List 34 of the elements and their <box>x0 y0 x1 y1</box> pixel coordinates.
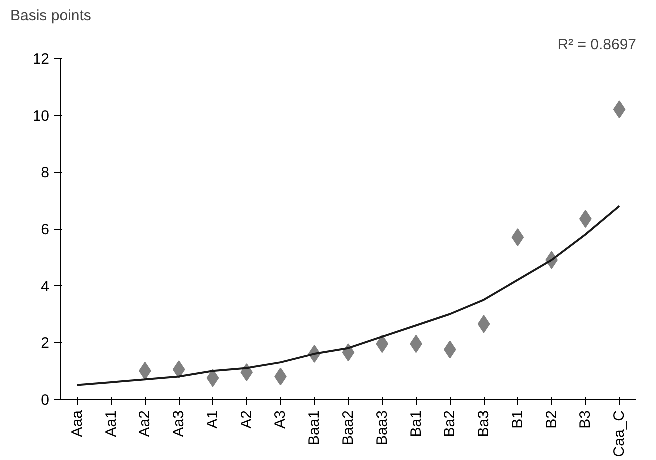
y-tick-label: 0 <box>41 392 50 409</box>
point <box>512 228 524 247</box>
y-tick-label: 10 <box>32 108 50 125</box>
x-tick-label: Ba2 <box>442 410 459 438</box>
point <box>376 335 389 354</box>
x-tick-label: Aa3 <box>170 410 188 438</box>
x-tick-label: Baa2 <box>340 410 357 446</box>
line-series <box>76 205 621 386</box>
y-tick-label: 2 <box>41 335 50 352</box>
x-tick-label: Aaa <box>68 410 86 438</box>
y-tick-label: 8 <box>41 164 50 182</box>
point <box>613 100 626 119</box>
point <box>478 315 490 334</box>
point <box>444 340 456 359</box>
y-tick-label: 6 <box>41 222 50 238</box>
x-tick-label: Baa1 <box>306 410 324 446</box>
y-tick-label: 4 <box>41 278 50 296</box>
x-tick-label: Aa1 <box>102 410 120 438</box>
x-tick-label: A1 <box>204 410 222 429</box>
x-tick-label: Ba1 <box>408 410 425 438</box>
x-tick-label: B3 <box>577 410 594 429</box>
x-tick-label: A3 <box>272 410 290 429</box>
x-tick-label: A2 <box>238 410 256 429</box>
y-axis-title: Basis points <box>10 8 92 24</box>
x-tick-label: B1 <box>509 410 526 429</box>
x-tick-label: Caa_C <box>611 410 628 458</box>
point <box>172 360 186 379</box>
x-tick-label: Baa3 <box>374 410 391 446</box>
x-tick-label: Aa2 <box>136 410 154 438</box>
point <box>206 369 220 388</box>
x-tick-label: B2 <box>543 410 560 429</box>
x-tick-label: Ba3 <box>476 410 493 438</box>
y-tick-label: 12 <box>32 51 50 68</box>
text: R² = 0.8697 <box>558 36 637 54</box>
